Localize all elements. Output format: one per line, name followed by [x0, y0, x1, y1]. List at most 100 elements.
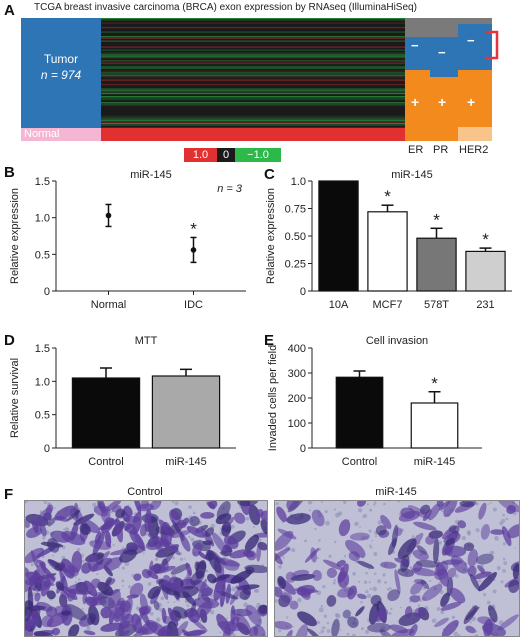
exon-heatmap — [101, 18, 405, 141]
stained-cell — [438, 501, 451, 511]
tumor-bar: Tumor n = 974 — [21, 18, 101, 128]
membrane-pore — [333, 578, 336, 582]
colorbar-low: −1.0 — [235, 148, 281, 162]
membrane-pore — [363, 514, 368, 518]
stained-cell — [256, 543, 262, 562]
membrane-pore — [373, 551, 378, 557]
stained-cell — [194, 561, 200, 571]
her2-label: HER2 — [459, 144, 489, 156]
x-tick-label: 231 — [476, 299, 494, 311]
stained-cell — [469, 574, 480, 591]
membrane-pore — [431, 618, 437, 623]
stained-cell — [40, 578, 51, 597]
stained-cell — [478, 572, 497, 592]
heatmap-row — [101, 123, 405, 125]
membrane-pore — [297, 597, 302, 603]
heatmap-row — [101, 91, 405, 93]
heatmap-row — [101, 97, 405, 99]
membrane-pore — [360, 627, 364, 631]
y-tick-label: 200 — [288, 393, 306, 405]
x-tick-label: miR-145 — [414, 456, 456, 468]
stained-cell — [375, 525, 387, 536]
membrane-pore — [390, 607, 393, 610]
pr-label: PR — [433, 144, 449, 156]
stained-cell — [225, 583, 231, 604]
membrane-pore — [291, 548, 296, 553]
stained-cell — [307, 628, 321, 636]
membrane-pore — [397, 501, 400, 503]
chart-c-relative-expression: miR-145 0 0.25 0.50 0.75 1.0 Relative expressi… — [265, 169, 512, 311]
membrane-pore — [209, 609, 215, 615]
membrane-pore — [320, 605, 323, 608]
membrane-pore — [322, 626, 326, 630]
stained-cell — [138, 606, 150, 615]
stained-cell — [101, 520, 114, 531]
stained-cell — [506, 505, 516, 515]
her2-plus: + — [467, 94, 476, 110]
y-tick-label: 1.0 — [291, 176, 306, 188]
stained-cell — [45, 504, 54, 514]
stained-cell — [34, 592, 41, 602]
membrane-pore — [502, 569, 506, 573]
y-tick-label: 300 — [288, 368, 306, 380]
stained-cell — [394, 557, 407, 564]
membrane-pore — [474, 634, 479, 636]
colorbar-high: 1.0 — [184, 148, 217, 162]
stained-cell — [331, 618, 340, 636]
heatmap-row — [101, 73, 405, 75]
membrane-pore — [440, 610, 445, 615]
y-tick-label: 0.75 — [285, 204, 306, 216]
stained-cell — [388, 538, 397, 556]
membrane-pore — [173, 601, 176, 604]
heatmap-row — [101, 31, 405, 33]
her2-minus: − — [467, 33, 475, 48]
membrane-pore — [469, 621, 472, 624]
x-tick-label: Normal — [91, 299, 126, 311]
membrane-pore — [314, 527, 317, 531]
stained-cell — [223, 560, 240, 571]
stained-cell — [144, 508, 152, 533]
membrane-pore — [409, 566, 411, 568]
stained-cell — [33, 631, 54, 636]
stained-cell — [297, 611, 317, 627]
stained-cell — [39, 523, 47, 537]
membrane-pore — [112, 544, 115, 547]
significance-star: * — [190, 219, 197, 238]
membrane-pore — [74, 576, 77, 579]
membrane-pore — [142, 552, 145, 555]
membrane-pore — [346, 632, 350, 636]
stained-cell — [139, 501, 150, 510]
stained-cell — [342, 609, 351, 619]
heatmap-row — [101, 55, 405, 57]
stained-cell — [434, 617, 449, 628]
y-tick-label: 0 — [44, 443, 50, 455]
stained-cell — [55, 581, 65, 591]
membrane-pore — [489, 550, 495, 556]
stained-cell — [478, 502, 487, 520]
stained-cell — [119, 549, 137, 563]
membrane-pore — [365, 629, 370, 634]
stained-cell — [311, 509, 325, 527]
stained-cell — [133, 573, 142, 581]
membrane-pore — [334, 540, 337, 544]
stained-cell — [380, 514, 392, 530]
membrane-pore — [149, 611, 154, 616]
stained-cell — [185, 569, 192, 585]
membrane-pore — [487, 503, 490, 505]
heatmap-row — [101, 66, 405, 68]
stained-cell — [239, 589, 251, 600]
membrane-pore — [371, 539, 373, 542]
stained-cell — [123, 515, 141, 524]
x-tick-label: Control — [88, 456, 123, 468]
stained-cell — [132, 501, 142, 514]
receptor-status-block: − − − + + + — [405, 18, 492, 141]
heatmap-row — [101, 61, 405, 63]
heatmap-row — [101, 84, 405, 86]
stained-cell — [83, 580, 98, 597]
stained-cell — [202, 540, 213, 546]
stained-cell — [192, 542, 203, 557]
membrane-pore — [451, 615, 456, 619]
stained-cell — [450, 555, 468, 574]
stained-cell — [322, 559, 345, 571]
stained-cell — [170, 544, 180, 550]
